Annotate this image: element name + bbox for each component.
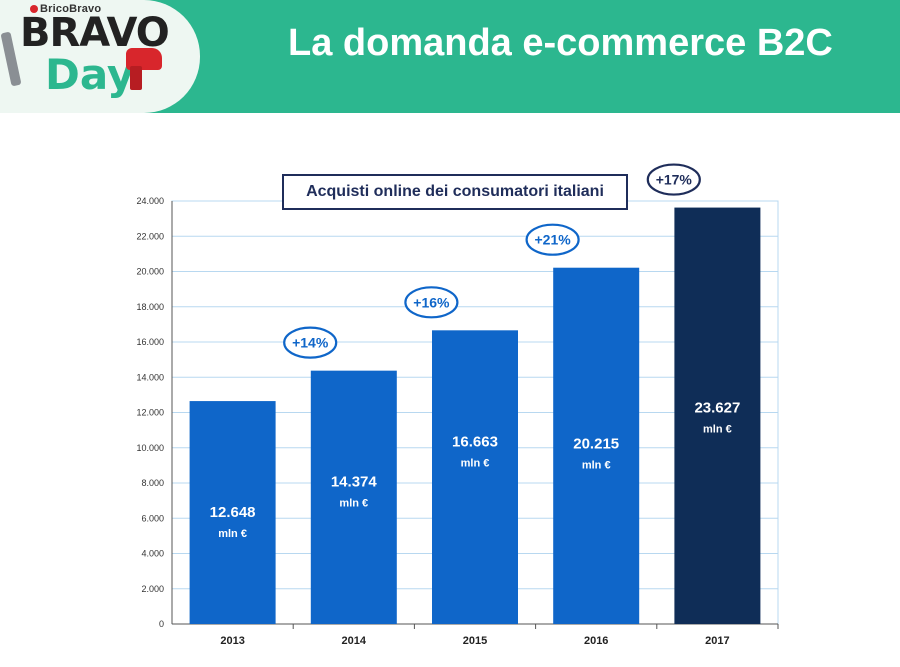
y-tick-label: 12.000 <box>136 408 164 418</box>
y-tick-label: 24.000 <box>136 196 164 206</box>
growth-badge <box>525 223 580 256</box>
data-label-2017: 23.627 <box>694 400 740 417</box>
bar-2015 <box>432 330 518 624</box>
y-tick-label: 2.000 <box>141 584 164 594</box>
growth-badge <box>404 286 459 319</box>
y-tick-label: 18.000 <box>136 302 164 312</box>
header-banner: BricoBravo BRAVO Day La domanda e-commer… <box>0 0 900 113</box>
y-tick-label: 4.000 <box>141 549 164 559</box>
chart-title: Acquisti online dei consumatori italiani <box>282 174 628 210</box>
x-tick-label: 2017 <box>705 635 729 647</box>
bar-2017 <box>674 207 761 624</box>
x-tick-label: 2014 <box>342 635 367 647</box>
data-label-2013: 12.648 <box>210 504 256 521</box>
growth-label: +16% <box>413 294 450 310</box>
x-tick-label: 2013 <box>220 635 244 647</box>
growth-label: +21% <box>534 232 571 248</box>
y-tick-label: 20.000 <box>136 267 164 277</box>
growth-badge <box>283 326 338 359</box>
y-tick-label: 14.000 <box>136 372 164 382</box>
page-title: La domanda e-commerce B2C <box>288 22 833 64</box>
data-label-2016: 20.215 <box>573 436 619 453</box>
bar-2016 <box>553 267 640 624</box>
brand-dot-icon <box>30 5 38 13</box>
growth-label: +17% <box>656 172 693 188</box>
x-tick-label: 2015 <box>463 635 487 647</box>
y-tick-label: 22.000 <box>136 231 164 241</box>
unit-label-2017: mln € <box>703 424 732 436</box>
unit-label-2014: mln € <box>339 498 368 510</box>
growth-badge <box>646 163 701 196</box>
unit-label-2016: mln € <box>582 460 611 472</box>
bar-2013 <box>189 401 276 624</box>
x-tick-label: 2016 <box>584 635 608 647</box>
bravo-day-logo: BricoBravo BRAVO Day <box>0 0 200 113</box>
unit-label-2015: mln € <box>461 457 490 469</box>
y-tick-label: 16.000 <box>136 337 164 347</box>
growth-label: +14% <box>292 335 329 351</box>
y-tick-label: 8.000 <box>141 478 164 488</box>
drill-icon <box>126 48 162 70</box>
y-tick-label: 0 <box>159 619 164 629</box>
y-tick-label: 6.000 <box>141 513 164 523</box>
logo-brand: BricoBravo <box>30 3 101 15</box>
y-tick-label: 10.000 <box>136 443 164 453</box>
unit-label-2013: mln € <box>218 528 247 540</box>
drill-grip-icon <box>130 66 142 90</box>
logo-brand-text: BricoBravo <box>40 3 102 15</box>
logo-day-text: Day <box>45 50 135 99</box>
data-label-2015: 16.663 <box>452 433 498 450</box>
data-label-2014: 14.374 <box>331 474 378 491</box>
bar-2014 <box>310 370 397 624</box>
